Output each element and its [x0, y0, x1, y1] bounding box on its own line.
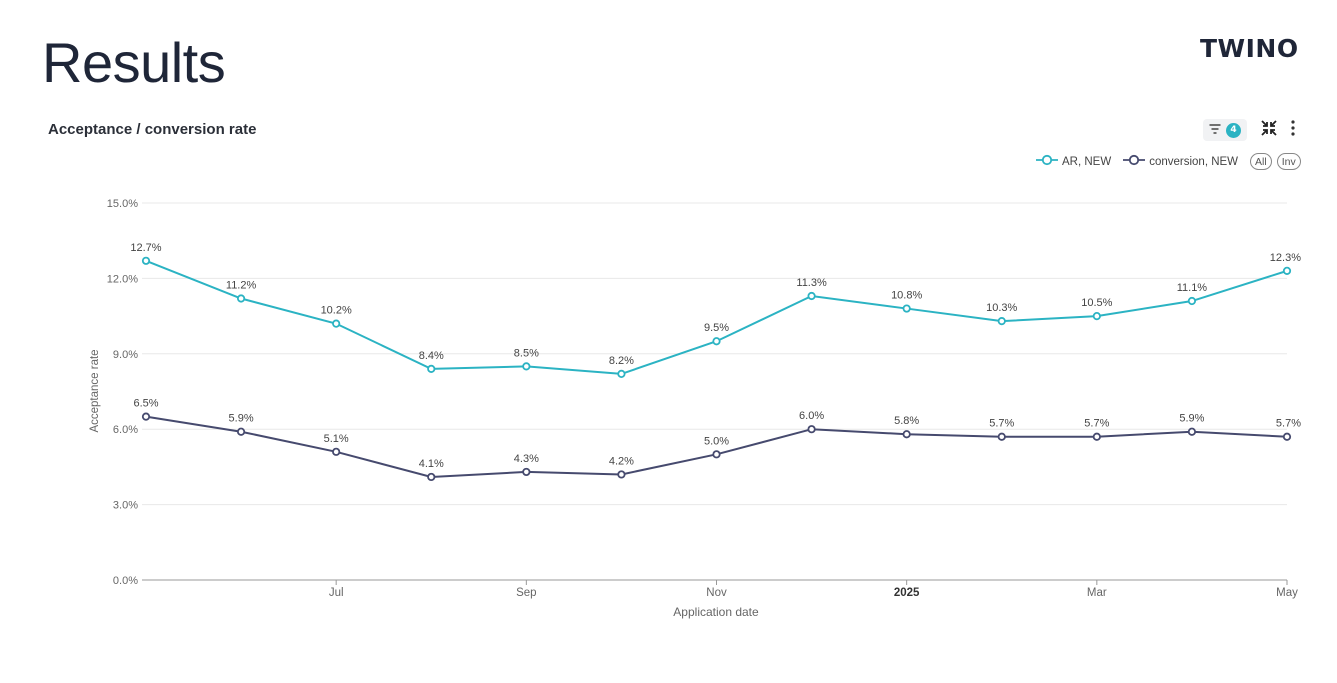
data-point	[997, 432, 1006, 441]
data-point	[522, 467, 531, 477]
data-label: 4.3%	[514, 453, 539, 465]
more-options-button[interactable]	[1288, 119, 1298, 141]
data-label: 12.7%	[130, 242, 161, 254]
legend-label-conversion: conversion, NEW	[1149, 155, 1239, 168]
y-tick-label: 0.0%	[113, 575, 138, 587]
x-tick-label: Jul	[329, 587, 344, 599]
data-point	[902, 304, 911, 313]
legend-label-ar: AR, NEW	[1062, 155, 1112, 168]
y-tick-label: 12.0%	[107, 273, 138, 285]
x-tick-label: May	[1276, 587, 1298, 599]
series-line-ar	[145, 259, 1288, 375]
filter-count-badge: 4	[1226, 122, 1241, 138]
data-label: 5.7%	[1084, 418, 1109, 430]
x-tick-label: 2025	[894, 587, 920, 599]
data-label: 8.5%	[514, 347, 539, 359]
data-label: 4.2%	[609, 455, 634, 467]
y-tick-label: 6.0%	[113, 424, 138, 436]
data-label: 4.1%	[419, 458, 444, 470]
slide-title: Results	[42, 31, 226, 94]
data-point	[1187, 296, 1197, 306]
data-point	[141, 412, 151, 421]
x-tick-label: Sep	[516, 587, 536, 599]
data-label: 5.7%	[1276, 418, 1301, 430]
data-label: 5.1%	[324, 433, 349, 445]
chart-title: Acceptance / conversion rate	[48, 121, 257, 138]
chart-toolbar: 4	[1203, 119, 1298, 141]
data-label: 10.5%	[1081, 297, 1112, 309]
collapse-icon	[1261, 119, 1277, 141]
data-label: 5.8%	[894, 415, 919, 427]
data-point	[902, 430, 911, 439]
data-label: 11.1%	[1177, 282, 1208, 294]
y-tick-label: 15.0%	[107, 198, 138, 210]
data-point	[427, 472, 436, 482]
chart-legend: AR, NEW conversion, NEW All Inv	[1036, 153, 1306, 170]
y-tick-label: 9.0%	[113, 349, 138, 361]
data-point	[332, 319, 341, 328]
brand-logo: TWINO	[1200, 34, 1299, 63]
data-label: 10.3%	[986, 302, 1017, 314]
legend-item-ar[interactable]: AR, NEW	[1036, 154, 1111, 169]
data-label: 11.2%	[226, 280, 257, 292]
x-tick-label: Nov	[706, 587, 727, 599]
data-point	[522, 362, 531, 371]
filter-button[interactable]: 4	[1203, 119, 1247, 141]
data-point	[236, 427, 246, 436]
data-point	[712, 337, 721, 346]
y-axis-label: Acceptance rate	[89, 349, 101, 432]
legend-item-conversion[interactable]: conversion, NEW	[1123, 154, 1238, 169]
data-point	[1187, 427, 1197, 436]
y-tick-label: 3.0%	[113, 500, 138, 512]
data-label: 5.9%	[1179, 413, 1204, 425]
data-point	[1282, 266, 1292, 275]
data-label: 10.8%	[891, 290, 922, 302]
collapse-button[interactable]	[1260, 119, 1278, 141]
legend-invert-toggle[interactable]: Inv	[1276, 153, 1301, 170]
legend-marker-conversion	[1123, 154, 1146, 169]
data-point	[807, 425, 816, 434]
data-point	[997, 317, 1006, 326]
data-point	[427, 364, 436, 373]
legend-marker-ar	[1036, 154, 1058, 169]
data-label: 9.5%	[704, 322, 729, 334]
series-line-conversion	[145, 415, 1288, 478]
data-point	[236, 294, 246, 303]
data-label: 5.0%	[704, 435, 729, 447]
data-point	[1282, 432, 1292, 441]
data-point	[712, 450, 721, 459]
more-vertical-icon	[1291, 119, 1295, 141]
data-point	[617, 470, 626, 479]
x-axis-label: Application date	[673, 605, 759, 619]
data-label: 8.4%	[419, 350, 444, 362]
legend-all-toggle[interactable]: All	[1250, 153, 1272, 170]
data-label: 6.5%	[133, 398, 158, 410]
data-label: 5.9%	[229, 413, 254, 425]
x-tick-label: Mar	[1087, 587, 1107, 599]
data-label: 12.3%	[1270, 252, 1301, 264]
data-point	[1092, 432, 1101, 441]
data-label: 5.7%	[989, 418, 1014, 430]
data-point	[1092, 311, 1101, 321]
data-point	[141, 256, 151, 265]
data-label: 8.2%	[609, 355, 634, 367]
data-label: 11.3%	[796, 277, 827, 289]
data-label: 6.0%	[799, 410, 824, 422]
data-point	[807, 291, 816, 301]
data-point	[617, 369, 626, 379]
data-point	[332, 447, 341, 456]
data-label: 10.2%	[321, 305, 352, 317]
filter-icon	[1209, 121, 1221, 139]
